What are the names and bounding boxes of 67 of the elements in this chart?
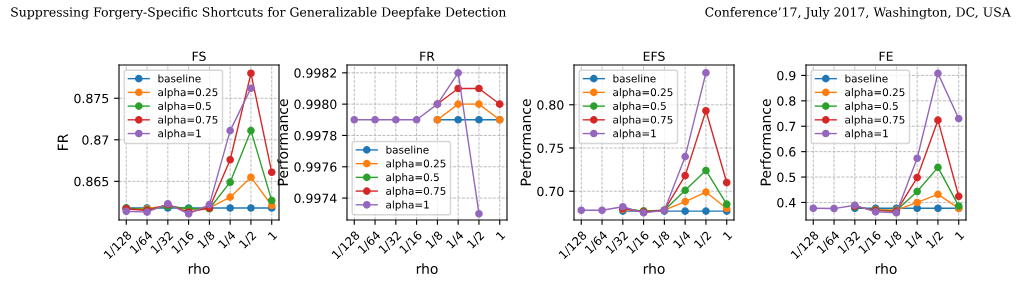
x-tick-label: 1/4 xyxy=(217,230,237,250)
y-tick-label: 0.87 xyxy=(82,135,109,145)
x-tick-label: 1/8 xyxy=(884,230,903,250)
x-tick-label: 1/2 xyxy=(466,230,486,250)
x-tick-label: 1/4 xyxy=(672,230,692,250)
legend-label: alpha=0.75 xyxy=(613,115,673,126)
y-tick-label: 0.875 xyxy=(74,93,109,104)
y-tick-label: 0.9980 xyxy=(294,99,337,110)
legend-label: baseline xyxy=(613,74,656,83)
chart-title: EFS xyxy=(643,51,665,62)
y-axis-title: FR xyxy=(57,134,68,150)
y-tick-label: 0.75 xyxy=(537,143,564,153)
y-tick-label: 0.9 xyxy=(777,70,796,81)
x-axis-title: rho xyxy=(643,263,665,274)
legend-label: alpha=0.75 xyxy=(845,115,905,126)
y-tick-label: 0.865 xyxy=(74,176,109,187)
x-tick-label: 1/2 xyxy=(693,230,713,250)
text: Suppressing Forgery-Specific Shortcuts for Generalizable Deepfake Detection xyxy=(11,7,507,20)
chart-title: FS xyxy=(192,51,206,62)
y-tick-label: 0.9982 xyxy=(294,68,337,78)
legend-label: alpha=0.25 xyxy=(386,159,446,170)
legend-label: alpha=0.5 xyxy=(613,101,666,112)
x-axis-title: rho xyxy=(188,263,210,274)
text: Conference’17, July 2017, Washington, DC, USA xyxy=(705,7,1011,20)
y-tick-label: 0.9976 xyxy=(294,162,337,172)
legend-label: alpha=0.5 xyxy=(386,173,439,184)
legend-label: alpha=0.25 xyxy=(613,88,673,99)
y-tick-label: 0.70 xyxy=(537,186,564,197)
legend-label: alpha=1 xyxy=(158,129,201,140)
chart-title: FE xyxy=(879,51,893,61)
y-axis-title: Performance xyxy=(760,99,771,186)
legend-label: alpha=1 xyxy=(845,129,888,140)
legend-label: alpha=0.25 xyxy=(845,88,905,99)
x-tick-label: 1 xyxy=(722,230,733,241)
y-tick-label: 0.5 xyxy=(777,172,796,182)
x-tick-label: 1 xyxy=(954,230,965,241)
x-tick-label: 1/8 xyxy=(425,230,444,250)
x-tick-label: 1 xyxy=(495,230,506,241)
y-tick-label: 0.9974 xyxy=(294,193,337,204)
x-axis-title: rho xyxy=(416,263,438,274)
legend-label: alpha=0.25 xyxy=(158,88,218,99)
legend-label: baseline xyxy=(386,145,429,154)
legend-label: alpha=0.5 xyxy=(158,101,211,112)
x-tick-label: 1/4 xyxy=(904,230,924,250)
x-tick-label: 1/8 xyxy=(197,230,216,250)
x-tick-label: 1 xyxy=(267,230,278,241)
legend-label: alpha=0.5 xyxy=(845,101,898,112)
x-axis-title: rho xyxy=(875,263,897,274)
x-tick-label: 1/2 xyxy=(238,230,258,250)
legend-label: alpha=0.75 xyxy=(386,186,446,197)
y-axis-title: Performance xyxy=(277,99,289,186)
legend-label: alpha=1 xyxy=(386,200,429,211)
y-tick-label: 0.7 xyxy=(777,121,796,132)
y-tick-label: 0.8 xyxy=(777,96,796,106)
chart-title: FR xyxy=(420,51,435,61)
x-tick-label: 1/4 xyxy=(445,230,465,250)
y-tick-label: 0.80 xyxy=(537,100,564,110)
legend-label: baseline xyxy=(845,74,888,83)
x-tick-label: 1/8 xyxy=(652,230,671,250)
y-axis-title: Performance xyxy=(520,99,531,186)
y-tick-label: 0.9978 xyxy=(294,130,337,141)
y-tick-label: 0.4 xyxy=(777,197,796,208)
legend-label: baseline xyxy=(158,74,201,83)
legend-label: alpha=1 xyxy=(613,129,656,140)
legend-label: alpha=0.75 xyxy=(158,115,218,126)
y-tick-label: 0.6 xyxy=(777,147,796,157)
x-tick-label: 1/2 xyxy=(925,230,945,250)
